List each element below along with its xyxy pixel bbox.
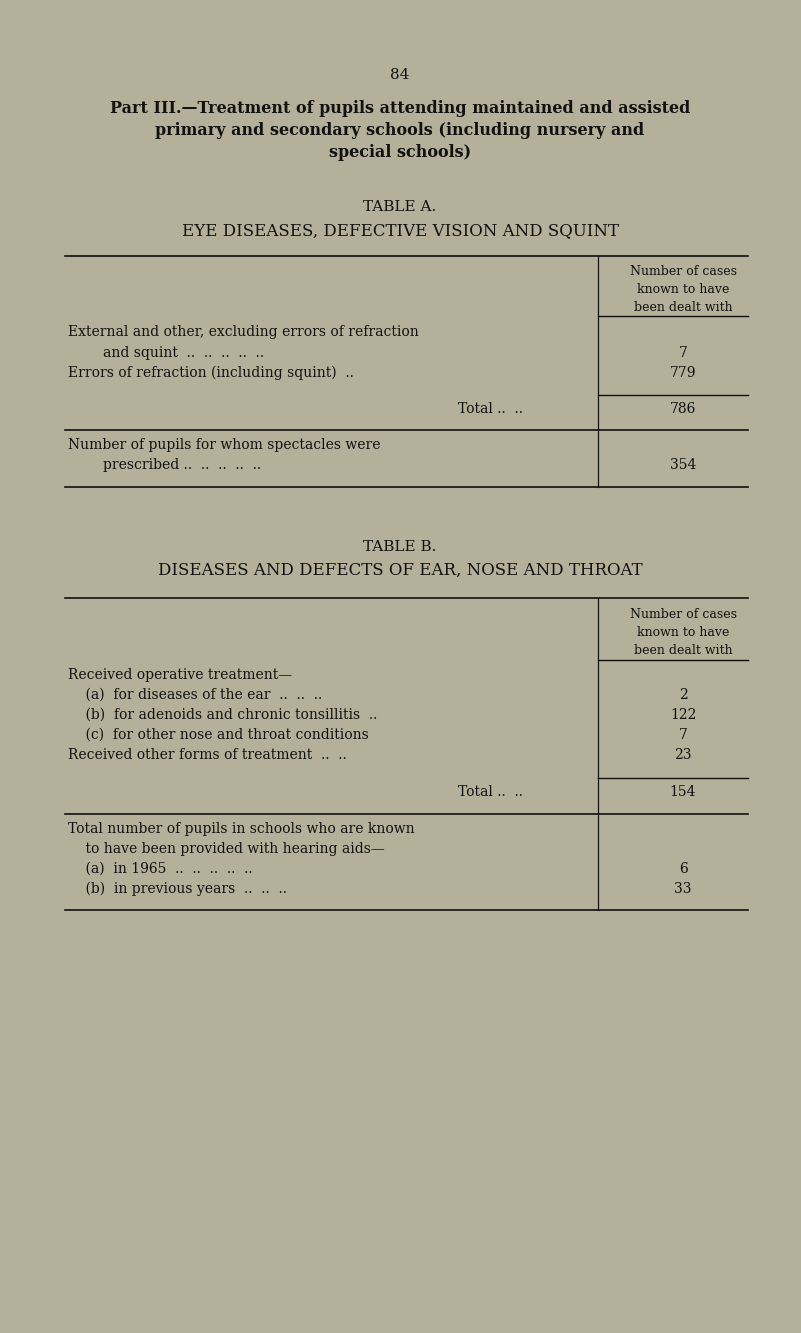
Text: 786: 786: [670, 403, 696, 416]
Text: Number of cases
known to have
been dealt with: Number of cases known to have been dealt…: [630, 265, 736, 315]
Text: Errors of refraction (including squint)  ..: Errors of refraction (including squint) …: [68, 367, 354, 380]
Text: Number of pupils for whom spectacles were: Number of pupils for whom spectacles wer…: [68, 439, 380, 452]
Text: (b)  in previous years  ..  ..  ..: (b) in previous years .. .. ..: [68, 882, 287, 896]
Text: (a)  for diseases of the ear  ..  ..  ..: (a) for diseases of the ear .. .. ..: [68, 688, 322, 702]
Text: 122: 122: [670, 708, 696, 722]
Text: prescribed ..  ..  ..  ..  ..: prescribed .. .. .. .. ..: [68, 459, 261, 472]
Text: primary and secondary schools (including nursery and: primary and secondary schools (including…: [155, 123, 645, 139]
Text: 84: 84: [390, 68, 409, 83]
Text: EYE DISEASES, DEFECTIVE VISION AND SQUINT: EYE DISEASES, DEFECTIVE VISION AND SQUIN…: [182, 223, 618, 239]
Text: Total ..  ..: Total .. ..: [457, 785, 522, 798]
Text: 7: 7: [678, 728, 687, 742]
Text: Number of cases
known to have
been dealt with: Number of cases known to have been dealt…: [630, 608, 736, 657]
Text: to have been provided with hearing aids—: to have been provided with hearing aids—: [68, 842, 384, 856]
Text: Total number of pupils in schools who are known: Total number of pupils in schools who ar…: [68, 822, 415, 836]
Text: special schools): special schools): [329, 144, 471, 161]
Text: DISEASES AND DEFECTS OF EAR, NOSE AND THROAT: DISEASES AND DEFECTS OF EAR, NOSE AND TH…: [158, 563, 642, 579]
Text: (b)  for adenoids and chronic tonsillitis  ..: (b) for adenoids and chronic tonsillitis…: [68, 708, 377, 722]
Text: TABLE A.: TABLE A.: [364, 200, 437, 215]
Text: Received other forms of treatment  ..  ..: Received other forms of treatment .. ..: [68, 748, 347, 762]
Text: 23: 23: [674, 748, 692, 762]
Text: TABLE B.: TABLE B.: [364, 540, 437, 555]
Text: (c)  for other nose and throat conditions: (c) for other nose and throat conditions: [68, 728, 368, 742]
Text: and squint  ..  ..  ..  ..  ..: and squint .. .. .. .. ..: [68, 347, 264, 360]
Text: (a)  in 1965  ..  ..  ..  ..  ..: (a) in 1965 .. .. .. .. ..: [68, 862, 252, 876]
Text: 6: 6: [678, 862, 687, 876]
Text: 33: 33: [674, 882, 692, 896]
Text: External and other, excluding errors of refraction: External and other, excluding errors of …: [68, 325, 419, 339]
Text: Received operative treatment—: Received operative treatment—: [68, 668, 292, 682]
Text: 154: 154: [670, 785, 696, 798]
Text: Part III.—Treatment of pupils attending maintained and assisted: Part III.—Treatment of pupils attending …: [110, 100, 690, 117]
Text: 779: 779: [670, 367, 696, 380]
Text: 354: 354: [670, 459, 696, 472]
Text: 7: 7: [678, 347, 687, 360]
Text: 2: 2: [678, 688, 687, 702]
Text: Total ..  ..: Total .. ..: [457, 403, 522, 416]
